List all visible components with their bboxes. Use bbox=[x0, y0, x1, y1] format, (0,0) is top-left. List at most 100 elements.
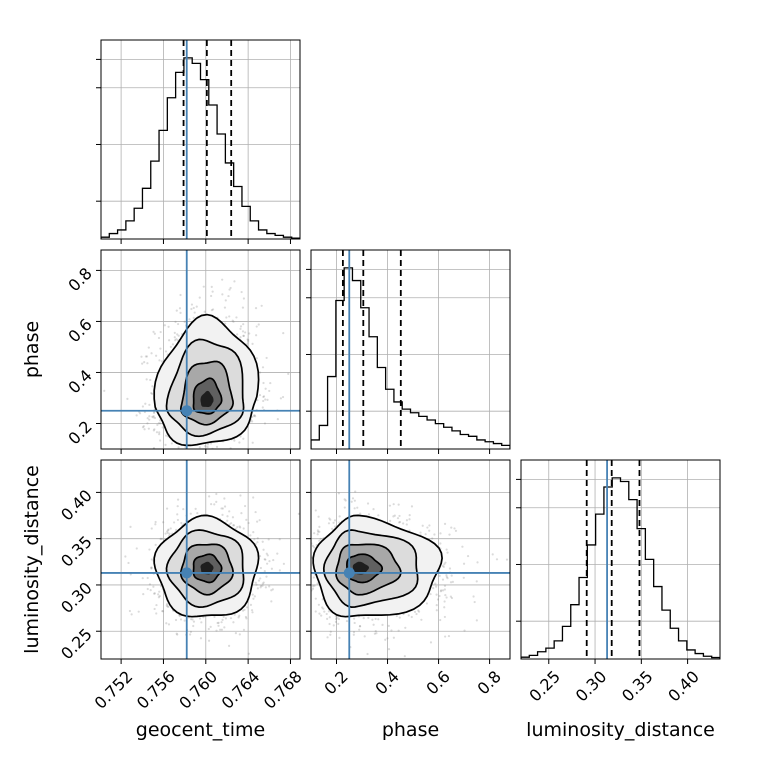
scatter-point bbox=[322, 607, 325, 610]
scatter-point bbox=[170, 442, 173, 445]
scatter-point bbox=[190, 618, 193, 621]
scatter-point bbox=[444, 635, 447, 638]
scatter-point bbox=[367, 616, 370, 619]
scatter-point bbox=[304, 575, 306, 577]
scatter-point bbox=[264, 586, 267, 589]
scatter-point bbox=[314, 509, 317, 512]
scatter-point bbox=[242, 297, 246, 300]
scatter-point bbox=[238, 441, 241, 444]
scatter-point bbox=[445, 548, 448, 551]
scatter-point bbox=[241, 609, 245, 612]
scatter-point bbox=[377, 514, 380, 517]
scatter-point bbox=[281, 395, 285, 399]
scatter-point bbox=[366, 502, 370, 505]
scatter-point bbox=[390, 629, 393, 632]
scatter-point bbox=[436, 598, 440, 601]
truth-point bbox=[181, 405, 193, 417]
scatter-point bbox=[183, 320, 186, 323]
scatter-point bbox=[443, 600, 446, 603]
scatter-point bbox=[316, 582, 319, 585]
scatter-point bbox=[262, 581, 265, 584]
scatter-point bbox=[187, 453, 189, 455]
scatter-point bbox=[396, 517, 400, 520]
scatter-point bbox=[451, 580, 454, 583]
scatter-point bbox=[317, 603, 320, 606]
x-axis-label-phase: phase bbox=[382, 719, 439, 741]
density-level bbox=[352, 561, 369, 575]
scatter-point bbox=[229, 455, 231, 457]
scatter-point bbox=[240, 462, 242, 464]
scatter-point bbox=[251, 441, 254, 444]
scatter-point bbox=[152, 585, 155, 588]
scatter-point bbox=[223, 626, 226, 629]
scatter-point bbox=[311, 587, 315, 590]
scatter-point bbox=[242, 437, 245, 440]
contour-line bbox=[165, 529, 245, 608]
scatter-point bbox=[445, 596, 448, 599]
x-axis-label-luminosity_distance: luminosity_distance bbox=[526, 719, 715, 741]
scatter-point bbox=[446, 577, 449, 580]
scatter-point bbox=[177, 446, 180, 449]
scatter-point bbox=[270, 589, 273, 592]
scatter-point bbox=[215, 445, 219, 448]
scatter-point bbox=[327, 610, 330, 613]
scatter-point bbox=[335, 618, 338, 621]
scatter-point bbox=[475, 580, 478, 583]
scatter-point bbox=[236, 333, 239, 336]
scatter-point bbox=[258, 519, 261, 522]
scatter-point bbox=[159, 422, 162, 425]
scatter-point bbox=[276, 552, 279, 555]
scatter-point bbox=[258, 393, 262, 397]
scatter-point bbox=[193, 486, 195, 488]
scatter-point bbox=[259, 586, 262, 589]
scatter-point bbox=[266, 562, 269, 565]
scatter-point bbox=[153, 607, 156, 611]
scatter-point bbox=[189, 630, 193, 633]
contour-line bbox=[153, 313, 260, 447]
scatter-point bbox=[192, 306, 195, 310]
scatter-point bbox=[210, 294, 213, 298]
scatter-point bbox=[321, 606, 324, 609]
scatter-point bbox=[167, 339, 171, 342]
scatter-point bbox=[190, 307, 193, 311]
scatter-point bbox=[344, 499, 347, 502]
pair-panel-geocent_time-phase bbox=[101, 250, 300, 488]
pair-panel-geocent_time-luminosity_distance bbox=[101, 460, 300, 659]
scatter-point bbox=[165, 434, 168, 437]
axes-frame bbox=[310, 459, 511, 660]
scatter-point bbox=[176, 322, 180, 326]
contour-line bbox=[179, 360, 234, 426]
scatter-point bbox=[154, 520, 157, 524]
axes-frame bbox=[520, 459, 721, 660]
scatter-point bbox=[395, 614, 398, 618]
scatter-point bbox=[449, 595, 452, 598]
scatter-point bbox=[410, 615, 413, 619]
scatter-point bbox=[206, 445, 209, 449]
scatter-point bbox=[245, 606, 249, 609]
scatter-point bbox=[159, 585, 163, 588]
scatter-point bbox=[253, 595, 256, 598]
scatter-point bbox=[144, 402, 147, 405]
scatter-point bbox=[238, 614, 241, 617]
scatter-point bbox=[233, 613, 236, 616]
scatter-point bbox=[236, 526, 239, 529]
scatter-point bbox=[256, 399, 259, 402]
scatter-point bbox=[388, 504, 392, 507]
scatter-point bbox=[157, 336, 161, 340]
scatter-point bbox=[438, 594, 441, 598]
scatter-point bbox=[151, 385, 154, 388]
scatter-point bbox=[374, 617, 377, 621]
scatter-point bbox=[149, 589, 152, 592]
scatter-point bbox=[192, 316, 195, 319]
scatter-point bbox=[145, 355, 149, 358]
scatter-point bbox=[403, 655, 406, 658]
scatter-point bbox=[251, 611, 254, 614]
scatter-point bbox=[174, 320, 177, 323]
scatter-point bbox=[164, 532, 167, 535]
scatter-point bbox=[307, 580, 309, 582]
scatter-point bbox=[185, 453, 187, 455]
scatter-point bbox=[239, 336, 242, 339]
scatter-point bbox=[362, 616, 365, 620]
scatter-point bbox=[169, 527, 172, 530]
scatter-point bbox=[239, 526, 242, 529]
